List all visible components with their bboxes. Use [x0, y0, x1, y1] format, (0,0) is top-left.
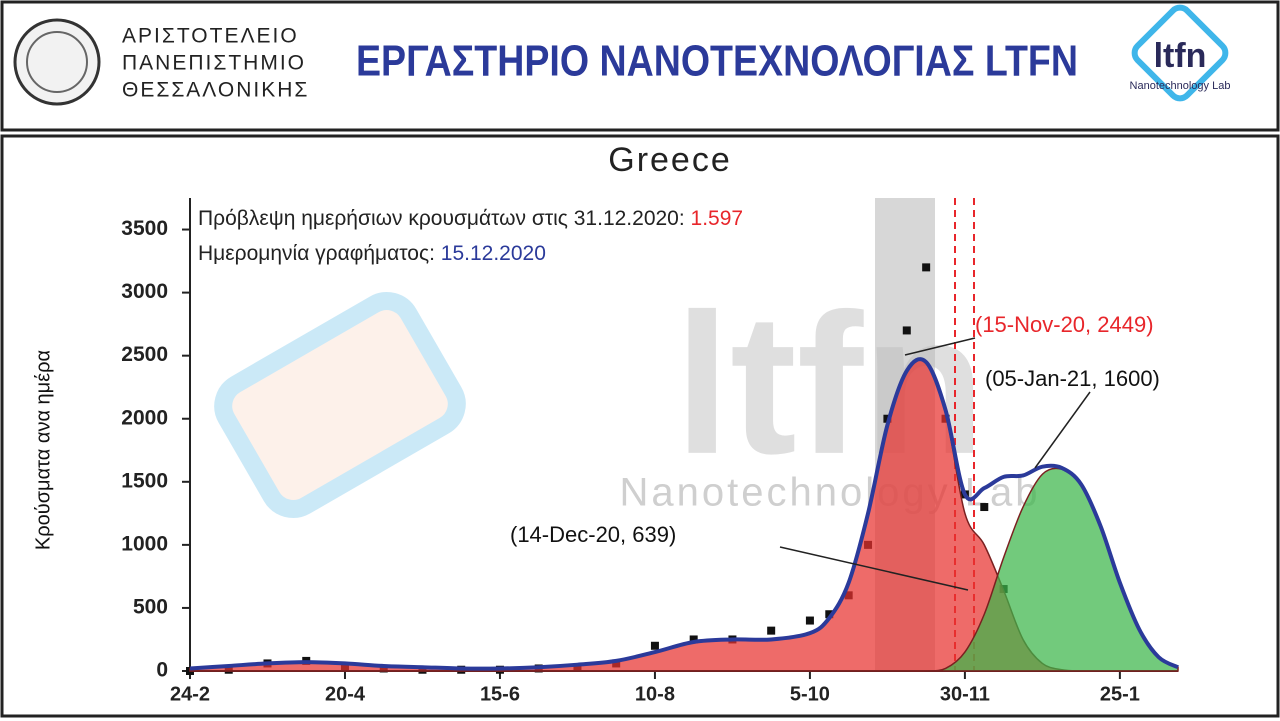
plot: 0 500 1000 1500 2000 2500 3000 3500 24-2 20-4 15-6…: [121, 198, 1179, 705]
annotation: (15-Nov-20, 2449): [975, 312, 1154, 337]
university-line: ΠΑΝΕΠΙΣΤΗΜΙΟ: [122, 52, 306, 75]
data-point: [805, 616, 814, 625]
y-tick-label: 500: [133, 595, 168, 618]
data-point: [825, 610, 834, 619]
y-tick-label: 2000: [121, 406, 168, 429]
y-tick-label: 1000: [121, 532, 168, 555]
logo-frame: [1131, 4, 1229, 102]
forecast-value: 1.597: [691, 207, 744, 230]
data-point: [689, 635, 698, 644]
data-point: [650, 641, 659, 650]
y-tick-label: 1500: [121, 469, 168, 492]
leader-line: [1034, 391, 1091, 469]
forecast: Πρόβλεψη ημερήσιων κρουσμάτων στις 31.12…: [198, 207, 743, 230]
x-tick-label: 20-4: [325, 683, 366, 705]
y-axis-label: Κρούσματα ανα ημέρα: [32, 350, 54, 550]
lab-title: ΕΡΓΑΣΤΗΡΙΟ ΝΑΝΟΤΕΧΝΟΛΟΓΙΑΣ LTFN: [356, 37, 1078, 86]
y-tick-label: 3000: [121, 280, 168, 303]
x-tick-label: 24-2: [170, 683, 210, 705]
emblem-inner: [26, 31, 88, 93]
logo-name: ltfn: [1154, 37, 1207, 75]
y-tick-label: 0: [156, 659, 168, 682]
university-line: ΘΕΣΣΑΛΟΝΙΚΗΣ: [122, 79, 309, 102]
x-tick-label: 5-10: [790, 683, 830, 705]
chart-date-label: Ημερομηνία γραφήματος:: [198, 242, 441, 265]
logo-subtitle: Nanotechnology Lab: [1130, 80, 1231, 92]
annotation: (05-Jan-21, 1600): [985, 366, 1160, 391]
annotation: (14-Dec-20, 639): [510, 522, 676, 547]
x-tick-label: 30-11: [940, 683, 990, 705]
data-point: [922, 263, 931, 272]
x-tick-label: 10-8: [635, 683, 675, 705]
header-frame: [0, 0, 1280, 132]
chart-date-value: 15.12.2020: [441, 242, 546, 265]
leader-line: [779, 546, 969, 591]
data-point: [767, 626, 776, 635]
chart-date: Ημερομηνία γραφήματος: 15.12.2020: [198, 242, 546, 265]
y-tick-label: 2500: [121, 343, 168, 366]
forecast-label: Πρόβλεψη ημερήσιων κρουσμάτων στις 31.12…: [198, 207, 691, 230]
data-point: [980, 503, 989, 512]
university-line: ΑΡΙΣΤΟΤΕΛΕΙΟ: [122, 25, 299, 48]
chart-title: Greece: [608, 141, 732, 179]
leader-line: [904, 337, 976, 356]
data-point: [902, 326, 911, 335]
x-tick-label: 15-6: [480, 683, 520, 705]
y-tick-label: 3500: [121, 217, 168, 240]
line: [189, 357, 1179, 671]
x-tick-label: 25-1: [1100, 683, 1140, 705]
watermark-shape: [214, 292, 466, 518]
